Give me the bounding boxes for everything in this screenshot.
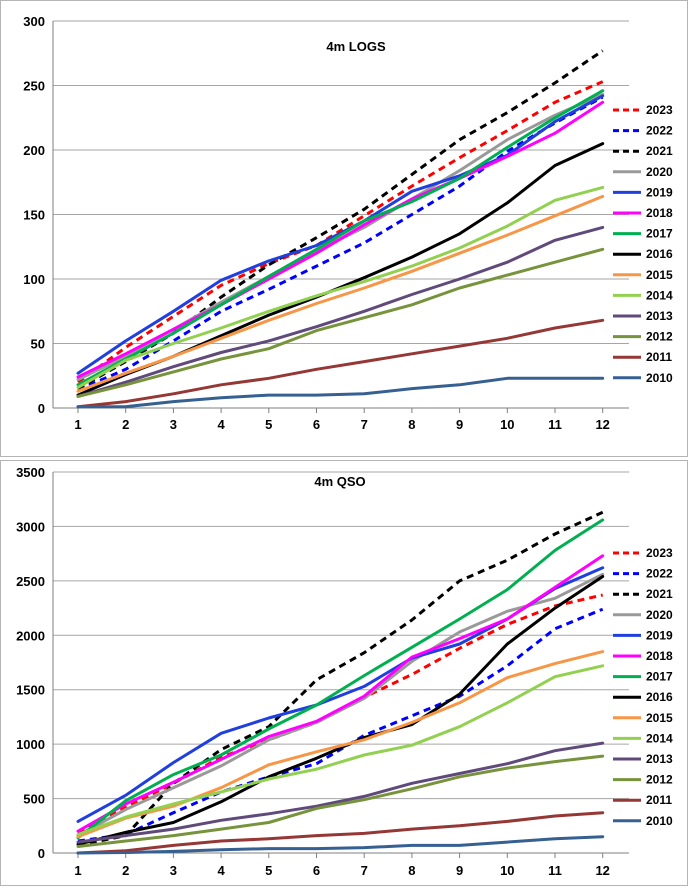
series-line-2020 (76, 572, 605, 838)
x-tick-label: 12 (595, 863, 609, 878)
legend-label-2023: 2023 (646, 546, 673, 560)
logs-chart-panel: 0 50 100 150 200 250 300 1 2 3 4 5 6 7 8 9 10 11 12 4m LOGS… (0, 0, 688, 457)
legend-label-2012: 2012 (646, 330, 673, 344)
legend-label-2012: 2012 (646, 773, 673, 787)
y-tick-label: 500 (23, 792, 45, 807)
series-line-2012 (76, 247, 605, 398)
series-line-2022 (77, 95, 604, 392)
x-tick-label: 5 (265, 417, 272, 432)
series-line-2011 (76, 811, 605, 855)
legend-label-2014: 2014 (646, 731, 673, 745)
legend-label-2022: 2022 (646, 567, 673, 581)
y-tick-label: 150 (23, 208, 45, 223)
legend-label-2018: 2018 (646, 206, 673, 220)
legend-label-2019: 2019 (646, 185, 673, 199)
y-tick-label: 0 (38, 846, 45, 861)
legend-label-2010: 2010 (646, 371, 673, 385)
x-tick-label: 4 (217, 417, 225, 432)
legend-label-2011: 2011 (646, 350, 672, 364)
y-tick-label: 300 (23, 14, 45, 29)
legend-label-2018: 2018 (646, 649, 673, 663)
x-tick-label: 9 (456, 417, 463, 432)
legend-label-2020: 2020 (646, 608, 673, 622)
series-line-2010 (76, 835, 605, 855)
legend-label-2013: 2013 (646, 752, 673, 766)
qso-chart-panel: 0 500 1000 1500 2000 2500 3000 3500 1 2 3 4 5 6 7 8 9 10 1… (0, 460, 688, 886)
series-line-2014 (76, 664, 605, 836)
series-line-2023 (77, 80, 604, 384)
series-line-2017 (76, 89, 605, 387)
x-tick-label: 9 (456, 863, 463, 878)
x-tick-label: 8 (408, 863, 415, 878)
y-tick-label: 3000 (16, 519, 45, 534)
series-line-2015 (76, 194, 605, 393)
series-line-2016 (76, 575, 605, 846)
y-tick-label: 2000 (16, 628, 45, 643)
y-tick-label: 200 (23, 143, 45, 158)
series-line-2010 (76, 376, 605, 409)
series-line-2014 (76, 185, 605, 389)
x-tick-label: 11 (548, 417, 562, 432)
chart-title: 4m QSO (314, 474, 365, 489)
legend-label-2015: 2015 (646, 268, 673, 282)
legend-label-2020: 2020 (646, 165, 673, 179)
x-tick-label: 10 (500, 863, 514, 878)
x-tick-label: 4 (217, 863, 225, 878)
legend-label-2021: 2021 (646, 587, 673, 601)
x-tick-label: 3 (170, 863, 177, 878)
chart-title: 4m LOGS (326, 39, 386, 54)
series-line-2013 (76, 741, 605, 844)
y-tick-label: 2500 (16, 574, 45, 589)
series-line-2017 (76, 518, 605, 840)
legend-label-2013: 2013 (646, 309, 673, 323)
series-line-2015 (76, 650, 605, 839)
x-tick-label: 6 (313, 417, 320, 432)
y-tick-label: 1000 (16, 737, 45, 752)
y-tick-label: 50 (31, 337, 45, 352)
series-line-2021 (77, 510, 604, 847)
legend-label-2023: 2023 (646, 103, 673, 117)
y-tick-label: 100 (23, 272, 45, 287)
x-tick-label: 2 (122, 417, 129, 432)
legend-label-2015: 2015 (646, 711, 673, 725)
legend-label-2021: 2021 (646, 144, 673, 158)
x-tick-label: 3 (170, 417, 177, 432)
series-line-2013 (76, 225, 605, 398)
legend-label-2016: 2016 (646, 247, 673, 261)
x-tick-label: 11 (548, 863, 562, 878)
legend-label-2011: 2011 (646, 793, 672, 807)
x-tick-label: 2 (122, 863, 129, 878)
series-line-2012 (76, 754, 605, 848)
x-tick-label: 1 (74, 417, 81, 432)
legend-label-2010: 2010 (646, 814, 673, 828)
x-tick-label: 8 (408, 417, 415, 432)
legend-label-2019: 2019 (646, 628, 673, 642)
legend-label-2016: 2016 (646, 690, 673, 704)
series-line-2018 (76, 554, 605, 833)
y-tick-label: 0 (38, 401, 45, 416)
legend-label-2017: 2017 (646, 227, 673, 241)
series-line-2011 (76, 318, 605, 409)
x-tick-label: 1 (74, 863, 81, 878)
y-tick-label: 3500 (16, 465, 45, 480)
series-line-2018 (76, 100, 605, 379)
x-tick-label: 5 (265, 863, 272, 878)
legend-label-2022: 2022 (646, 124, 673, 138)
series-line-2022 (77, 607, 604, 843)
x-tick-label: 6 (313, 863, 320, 878)
x-tick-label: 10 (500, 417, 514, 432)
series-line-2019 (76, 94, 605, 375)
x-tick-label: 7 (361, 863, 368, 878)
y-tick-label: 1500 (16, 683, 45, 698)
legend-label-2017: 2017 (646, 670, 673, 684)
x-tick-label: 7 (361, 417, 368, 432)
legend-label-2014: 2014 (646, 288, 673, 302)
y-tick-label: 250 (23, 79, 45, 94)
x-tick-label: 12 (595, 417, 609, 432)
